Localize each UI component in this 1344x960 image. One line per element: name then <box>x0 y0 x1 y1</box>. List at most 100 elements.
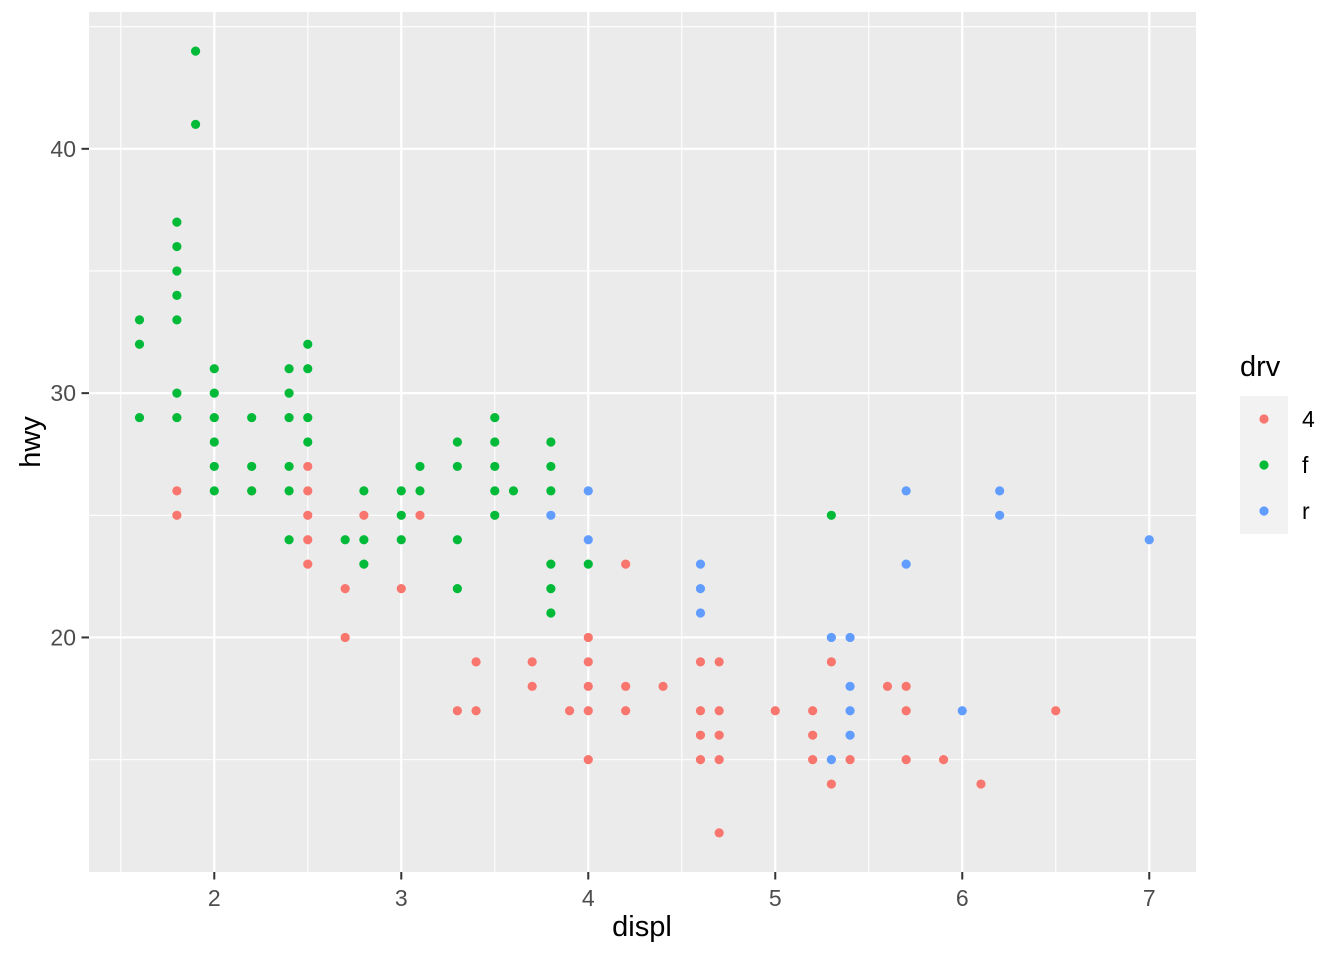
legend: drv 4 fr <box>1240 351 1315 534</box>
data-point-r <box>826 632 836 643</box>
legend-point-f <box>1259 460 1269 470</box>
data-point-4 <box>714 657 724 667</box>
data-point-r <box>695 559 706 569</box>
data-point-f <box>209 412 219 423</box>
x-tick-label: 4 <box>582 885 595 911</box>
data-point-4 <box>695 657 706 667</box>
data-point-4 <box>396 583 406 594</box>
data-point-r <box>845 681 855 691</box>
data-point-f <box>172 388 182 398</box>
data-point-r <box>845 730 855 740</box>
data-point-f <box>303 412 313 423</box>
data-point-4 <box>340 583 350 594</box>
data-point-f <box>172 315 182 325</box>
legend-title: drv <box>1240 351 1281 383</box>
x-tick-label: 7 <box>1143 885 1156 911</box>
data-point-4 <box>303 535 313 545</box>
x-tick-label: 5 <box>769 885 782 911</box>
data-point-f <box>247 486 257 496</box>
data-point-f <box>284 461 294 472</box>
data-point-f <box>546 559 556 569</box>
data-point-4 <box>471 657 481 667</box>
legend-label-f: f <box>1302 452 1309 478</box>
data-point-4 <box>172 486 182 496</box>
data-point-4 <box>882 681 893 691</box>
data-point-r <box>546 510 556 520</box>
data-point-4 <box>808 730 818 740</box>
plot-panel <box>89 12 1196 872</box>
data-point-f <box>396 486 406 496</box>
data-point-f <box>415 486 425 496</box>
data-point-f <box>359 559 369 569</box>
axis-tick-labels-layer: 2 3 4 5 6 7 20 30 40 <box>50 136 1155 911</box>
data-point-4 <box>359 510 369 520</box>
data-point-f <box>303 339 313 349</box>
data-point-f <box>396 535 406 545</box>
data-point-f <box>340 535 350 545</box>
legend-keys: 4 fr <box>1240 396 1315 534</box>
y-axis-title: hwy <box>15 416 47 468</box>
data-point-f <box>452 461 462 472</box>
data-point-f <box>359 486 369 496</box>
data-point-4 <box>976 779 986 789</box>
data-point-4 <box>583 681 593 691</box>
data-point-f <box>415 461 425 472</box>
data-point-f <box>490 486 500 496</box>
data-point-4 <box>714 828 724 838</box>
data-point-4 <box>583 755 593 765</box>
data-point-4 <box>901 755 911 765</box>
data-point-4 <box>583 706 593 716</box>
data-point-4 <box>770 706 780 716</box>
data-point-4 <box>714 706 724 716</box>
y-tick-label: 30 <box>50 380 76 406</box>
data-point-4 <box>340 632 350 643</box>
data-point-r <box>845 632 855 643</box>
data-point-f <box>490 461 500 472</box>
data-point-f <box>209 364 219 374</box>
data-point-f <box>209 486 219 496</box>
legend-point-4 <box>1259 414 1269 424</box>
data-point-f <box>452 437 462 447</box>
y-tick-label: 20 <box>50 624 76 650</box>
data-point-r <box>995 510 1005 520</box>
major-gridlines <box>89 12 1196 872</box>
data-point-4 <box>826 657 836 667</box>
data-point-4 <box>621 706 631 716</box>
data-point-4 <box>415 510 425 520</box>
data-point-4 <box>845 755 855 765</box>
data-point-f <box>546 486 556 496</box>
data-point-r <box>957 706 967 716</box>
data-point-r <box>1144 535 1154 545</box>
x-tick-label: 3 <box>395 885 408 911</box>
data-point-f <box>452 535 462 545</box>
data-point-f <box>303 437 313 447</box>
axis-ticks-layer <box>81 147 1151 880</box>
x-tick-label: 2 <box>208 885 221 911</box>
x-axis-title: displ <box>612 911 672 943</box>
data-point-4 <box>621 559 631 569</box>
data-point-f <box>452 583 462 594</box>
data-point-4 <box>303 510 313 520</box>
data-point-f <box>190 46 201 56</box>
data-point-4 <box>452 706 462 716</box>
data-point-f <box>583 559 593 569</box>
data-point-f <box>508 486 519 496</box>
data-point-4 <box>303 461 313 472</box>
data-point-4 <box>583 657 593 667</box>
data-point-4 <box>471 706 481 716</box>
data-point-4 <box>695 706 706 716</box>
data-point-4 <box>826 779 836 789</box>
data-point-4 <box>172 510 182 520</box>
data-point-f <box>490 510 500 520</box>
data-point-r <box>695 583 706 594</box>
data-point-r <box>826 755 836 765</box>
data-point-4 <box>901 681 911 691</box>
data-point-f <box>134 315 145 325</box>
data-point-f <box>359 535 369 545</box>
data-point-4 <box>564 706 575 716</box>
data-point-r <box>901 559 911 569</box>
data-point-f <box>209 388 219 398</box>
legend-label-r: r <box>1302 498 1310 524</box>
